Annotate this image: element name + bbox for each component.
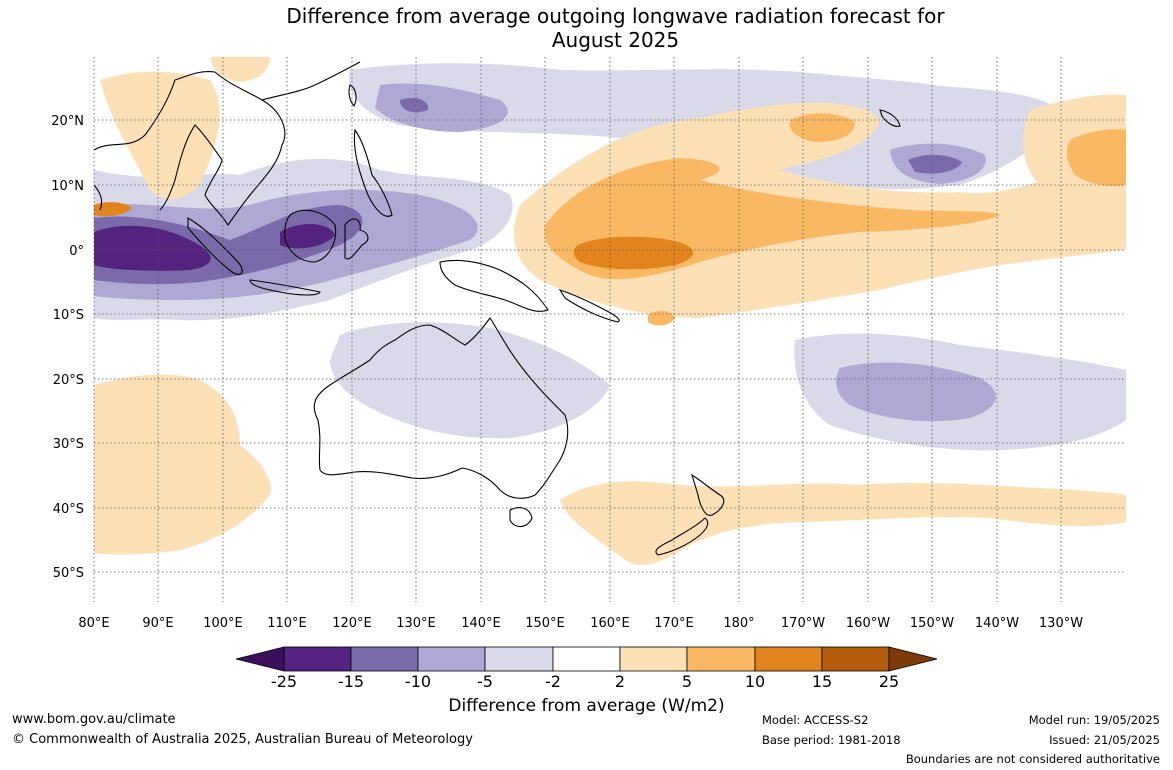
lat-label: 20°N — [51, 114, 84, 129]
lon-label: 80°E — [78, 616, 109, 631]
colorbar-tick: 25 — [879, 672, 899, 691]
java-coastline — [249, 279, 321, 296]
lon-label: 160°E — [590, 616, 630, 631]
pos5-north-central — [789, 113, 855, 142]
tasmania-coastline — [509, 507, 533, 528]
colorbar-tick: -25 — [271, 672, 297, 691]
lon-label: 100°E — [203, 616, 243, 631]
lat-label: 30°S — [53, 437, 84, 452]
pos5-fiji-area — [648, 310, 675, 326]
new-guinea-coastline — [439, 259, 549, 312]
title-line-1: Difference from average outgoing longwav… — [286, 4, 945, 28]
colorbar-tick: 5 — [682, 672, 692, 691]
neg15-maritime — [280, 224, 335, 249]
lat-label: 50°S — [53, 566, 84, 581]
lat-label: 40°S — [53, 502, 84, 517]
colorbar-tick: 15 — [812, 672, 832, 691]
hawaii-coastline — [879, 109, 901, 127]
colorbar-swatch-neg2 — [484, 646, 554, 672]
anomaly-fields — [94, 57, 1126, 565]
negative-anomaly-areas — [94, 63, 1126, 451]
colorbar-tick: -15 — [338, 672, 364, 691]
pos2-indochina — [100, 71, 220, 200]
australia-coastline — [313, 317, 569, 499]
neg10-central-north — [908, 154, 962, 174]
solomon-islands-coastline — [558, 288, 620, 323]
colorbar-swatch-neutral — [552, 646, 621, 672]
lon-label: 180° — [723, 616, 754, 631]
coastlines — [94, 61, 901, 556]
lat-label: 10°N — [51, 179, 84, 194]
pos2-north-india — [210, 57, 270, 82]
colorbar-tick: -5 — [477, 672, 493, 691]
pos5-east-pacific — [1066, 129, 1126, 187]
taiwan-coastline — [348, 84, 357, 107]
website-link[interactable]: www.bom.gov.au/climate — [12, 712, 176, 727]
colorbar-swatch-neg15 — [283, 646, 352, 672]
lon-label: 160°W — [846, 616, 890, 631]
philippines-coastline — [353, 128, 393, 217]
colorbar-swatch-neg10 — [350, 646, 419, 672]
pos2-south-indian — [94, 374, 271, 555]
pos10-north-west-pacific — [94, 202, 132, 217]
lon-label: 140°W — [975, 616, 1019, 631]
colorbar-swatch-neg5 — [417, 646, 486, 672]
positive-anomaly-areas — [94, 57, 1126, 565]
base-period-info: Base period: 1981-2018 — [762, 733, 901, 747]
copyright-notice: © Commonwealth of Australia 2025, Austra… — [12, 732, 473, 747]
neg5-south-pacific — [836, 362, 997, 422]
map-title: Difference from average outgoing longwav… — [0, 4, 1173, 52]
india-coastline — [94, 184, 103, 211]
neg10-north-west-pacific — [400, 98, 429, 113]
pos2-south-pacific-belt — [560, 481, 1126, 565]
sulawesi-coastline — [344, 218, 369, 260]
boundaries-disclaimer: Boundaries are not considered authoritat… — [905, 752, 1160, 766]
colorbar — [235, 646, 938, 672]
colorbar-tick: -2 — [545, 672, 561, 691]
lat-label: 20°S — [53, 373, 84, 388]
lon-label: 150°W — [910, 616, 954, 631]
borneo-coastline — [284, 209, 337, 263]
colorbar-swatch-pos5 — [686, 646, 756, 672]
colorbar-extend-low — [235, 646, 285, 672]
colorbar-extend-high — [888, 646, 938, 672]
colorbar-tick: 10 — [745, 672, 765, 691]
neg2-australia — [330, 322, 610, 439]
new-zealand-south-coastline — [655, 517, 709, 556]
asia-mainland-coastline — [94, 71, 286, 227]
model-run-date: Model run: 19/05/2025 — [1028, 713, 1160, 727]
colorbar-swatch-pos2 — [619, 646, 688, 672]
lon-label: 90°E — [142, 616, 173, 631]
pos10-equatorial-pacific — [573, 236, 694, 270]
china-coastline — [261, 61, 361, 101]
neg15-equatorial — [94, 225, 211, 271]
colorbar-title: Difference from average (W/m2) — [448, 696, 725, 716]
new-zealand-north-coastline — [691, 473, 725, 516]
colorbar-swatch-pos10 — [754, 646, 823, 672]
lon-label: 170°W — [781, 616, 825, 631]
longitude-labels: 80°E 90°E 100°E 110°E 120°E 130°E 140°E … — [78, 616, 1083, 631]
lon-label: 130°E — [396, 616, 436, 631]
lat-label: 10°S — [53, 308, 84, 323]
lon-label: 140°E — [461, 616, 501, 631]
colorbar-tick: -10 — [405, 672, 431, 691]
graticule — [93, 57, 1126, 602]
colorbar-swatch-pos15 — [821, 646, 890, 672]
sumatra-coastline — [187, 217, 243, 275]
title-line-2: August 2025 — [551, 28, 680, 52]
lat-label: 0° — [69, 244, 84, 259]
lon-label: 130°W — [1039, 616, 1083, 631]
latitude-labels: 20°N 10°N 0° 10°S 20°S 30°S 40°S 50°S — [51, 114, 84, 581]
colorbar-tick-labels: -25 -15 -10 -5 -2 2 5 10 15 25 — [271, 672, 899, 691]
issued-date: Issued: 21/05/2025 — [1049, 733, 1160, 747]
model-info: Model: ACCESS-S2 — [762, 713, 869, 727]
lon-label: 170°E — [654, 616, 694, 631]
lon-label: 120°E — [332, 616, 372, 631]
lon-label: 110°E — [267, 616, 307, 631]
colorbar-tick: 2 — [615, 672, 625, 691]
lon-label: 150°E — [525, 616, 565, 631]
